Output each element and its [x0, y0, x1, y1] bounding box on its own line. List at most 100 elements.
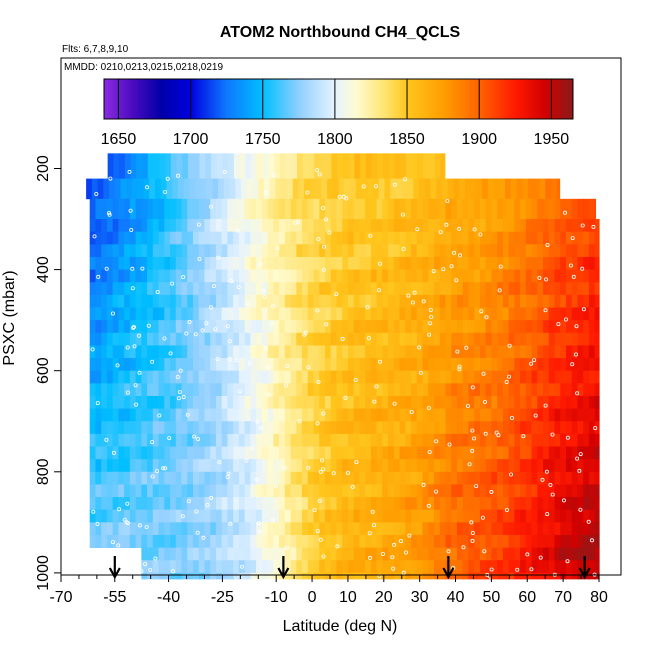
heat-cell [204, 471, 211, 485]
heat-cell [302, 471, 309, 485]
observation-point [561, 498, 566, 503]
heat-cell [571, 307, 579, 321]
heat-cell [474, 459, 481, 473]
observation-point [509, 415, 514, 420]
heat-cell [462, 282, 470, 296]
heat-cell [181, 345, 188, 359]
heat-cell [560, 421, 567, 435]
heat-cell [227, 572, 234, 580]
observation-point [543, 403, 548, 408]
heat-cell [353, 395, 361, 410]
heat-cell [577, 408, 584, 422]
heat-cell [405, 446, 412, 460]
heat-cell [428, 269, 435, 283]
heat-cell [525, 198, 533, 220]
heat-cell [199, 153, 206, 180]
heat-cell [175, 332, 183, 346]
heat-cell [531, 408, 538, 422]
heat-cell [353, 459, 361, 473]
observation-point [581, 307, 586, 312]
heat-cell [373, 178, 380, 200]
heat-cell [129, 282, 137, 296]
observation-point [392, 542, 397, 547]
heat-cell [221, 307, 229, 321]
x-tick-label: -25 [211, 589, 234, 606]
observation-point [370, 509, 375, 514]
observation-point [441, 267, 446, 272]
heat-cell [152, 471, 160, 485]
heat-cell [401, 178, 409, 200]
heat-cell [95, 509, 102, 523]
heat-cell [215, 269, 223, 283]
heat-cell [543, 522, 550, 536]
heat-cell [594, 294, 600, 308]
heat-cell [319, 459, 326, 473]
heat-cell [571, 345, 579, 359]
heat-cell [434, 307, 441, 321]
heat-cell [434, 244, 441, 258]
heat-cell [319, 433, 326, 447]
heat-cell [198, 572, 206, 580]
observation-point [380, 552, 385, 557]
heat-cell [210, 572, 217, 580]
heat-cell [296, 471, 303, 485]
observation-point [482, 399, 487, 404]
heat-cell [210, 345, 217, 359]
observation-point [317, 172, 322, 177]
heat-cell [353, 370, 361, 384]
heat-cell [370, 421, 378, 435]
heat-cell [170, 509, 177, 523]
heat-cell [101, 244, 108, 258]
observation-point [263, 190, 268, 195]
heat-cell [112, 231, 119, 245]
heat-cell [566, 509, 573, 523]
heat-cell [175, 358, 183, 372]
heat-cell [456, 282, 464, 296]
heat-cell [238, 294, 246, 308]
observation-point [376, 288, 381, 293]
heat-cell [445, 471, 452, 485]
heat-cell [428, 244, 435, 258]
heat-cell [215, 358, 223, 372]
heat-cell [434, 320, 441, 334]
heat-cell [221, 244, 229, 258]
heat-cell [192, 572, 200, 580]
heat-cell [525, 471, 533, 485]
heat-cell [112, 484, 119, 498]
heat-cell [468, 231, 475, 245]
heat-cell [382, 256, 389, 270]
observation-point [322, 244, 327, 249]
observation-point [327, 230, 332, 235]
observation-point [457, 364, 462, 369]
heat-cell [290, 269, 297, 283]
heat-cell [462, 572, 470, 580]
heat-cell [118, 332, 125, 346]
heat-cell [451, 269, 458, 283]
heat-cell [187, 560, 194, 574]
heat-cell [560, 383, 567, 397]
heat-cell [192, 459, 200, 473]
heat-cell [141, 522, 148, 536]
heat-cell [399, 471, 406, 485]
heat-cell [273, 395, 280, 410]
heat-cell [141, 459, 148, 473]
heat-cell [124, 446, 131, 460]
heat-cell [577, 256, 584, 270]
heat-cell [244, 307, 251, 321]
heat-cell [451, 534, 458, 549]
heat-cell [284, 269, 292, 283]
heat-cell [382, 231, 389, 245]
heat-cell [158, 534, 165, 549]
heat-cell [141, 547, 148, 561]
observation-point [410, 300, 415, 305]
heat-cell [548, 332, 556, 346]
heat-cell [353, 433, 361, 447]
heat-cell [531, 256, 538, 270]
heat-cell [118, 231, 125, 245]
heat-cell [182, 153, 189, 180]
heat-cell [170, 484, 177, 498]
heat-cell [554, 307, 561, 321]
heat-cell [388, 522, 395, 536]
heat-cell [118, 219, 125, 233]
heat-cell [244, 534, 251, 549]
